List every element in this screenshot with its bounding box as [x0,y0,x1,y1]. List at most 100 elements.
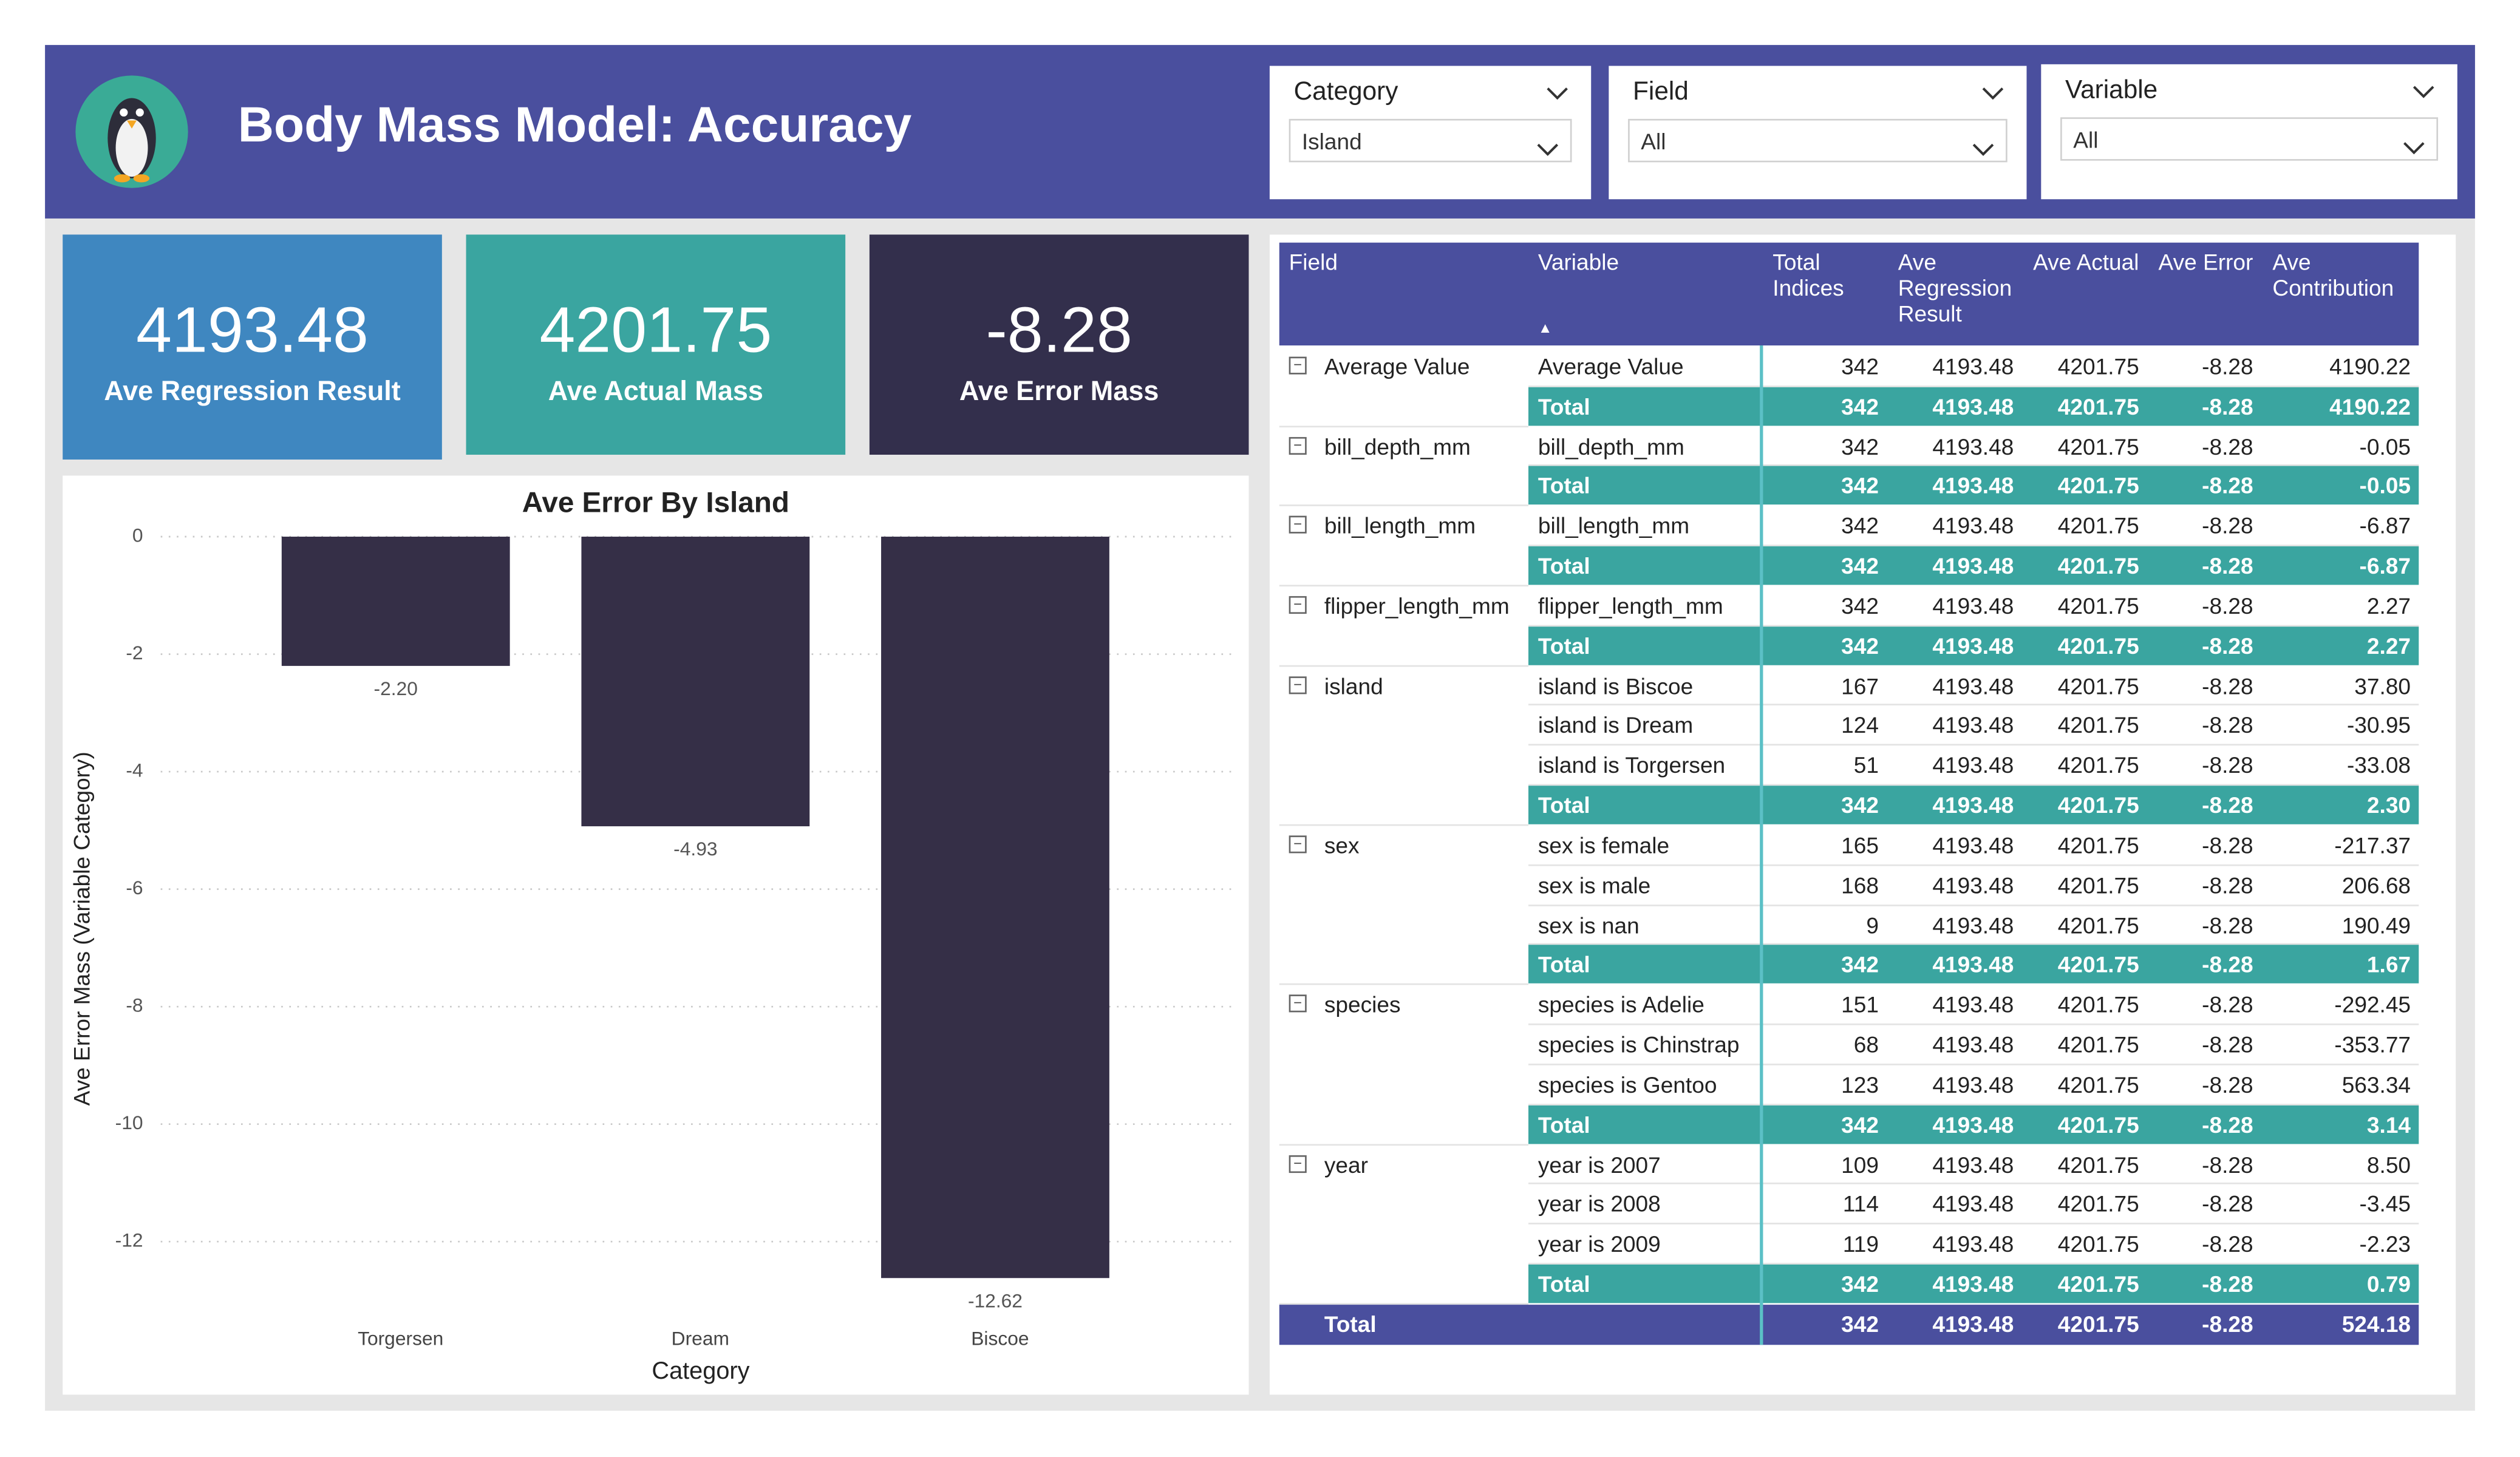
value-cell: 4201.75 [2057,872,2139,898]
value-cell: 4193.48 [1932,952,2014,978]
column-header[interactable]: Field [1289,249,1338,275]
expand-icon[interactable]: − [1289,676,1307,694]
field-cell: bill_length_mm [1324,513,1476,539]
value-cell: -8.28 [2202,1151,2253,1177]
chart: Ave Error By Island Category Ave Error Mas… [69,487,1238,1384]
value-cell: 4193.48 [1932,752,2014,778]
total-row-bg [1528,466,2419,505]
value-cell: 342 [1841,513,1879,539]
value-cell: 4193.48 [1932,1072,2014,1098]
variable-cell: sex is male [1538,872,1651,898]
value-cell: -8.28 [2202,872,2253,898]
total-row-bg [1528,546,2419,585]
total-row-bg [1528,945,2419,984]
value-cell: 342 [1841,1271,1879,1297]
value-cell: 4201.75 [2057,952,2139,978]
chevron [1546,80,1568,109]
column-header[interactable]: Ave Actual [2033,249,2139,275]
value-cell: 4201.75 [2057,1151,2139,1177]
grand-total-cell: 4193.48 [1932,1311,2014,1337]
value-cell: 4193.48 [1932,792,2014,818]
value-cell: -8.28 [2202,513,2253,539]
y-axis-title: Ave Error Mass (Variable Category) [69,752,94,1105]
column-header[interactable]: Ave Error [2158,249,2253,275]
value-cell: 4193.48 [1932,912,2014,938]
value-cell: -8.28 [2202,952,2253,978]
row-divider [1528,904,2419,906]
table-panel: Field Variable Total Indices Ave Regression… [1269,234,2456,1395]
variable-cell: Total [1538,473,1590,499]
row-divider [1528,744,2419,746]
value-cell: 3.14 [2366,1111,2411,1138]
value-cell: -8.28 [2202,1031,2253,1058]
column-header[interactable]: Total Indices [1773,249,1844,301]
expand-icon[interactable]: − [1289,516,1307,534]
field-cell: island [1324,672,1383,699]
kpi-value: 4201.75 [539,295,772,367]
variable-cell: Average Value [1538,353,1684,379]
total-row-bg [1528,626,2419,665]
group-divider [1279,585,1529,586]
row-divider [1528,784,2419,786]
row-divider [1528,385,2419,387]
value-cell: 4201.75 [2057,513,2139,539]
value-cell: 4201.75 [2057,353,2139,379]
field-cell: species [1324,991,1401,1018]
expand-icon[interactable]: − [1289,356,1307,375]
grand-total-bg [1279,1304,2419,1345]
value-cell: 4190.22 [2329,353,2411,379]
value-cell: 124 [1841,712,1879,739]
expand-icon[interactable]: − [1289,596,1307,614]
expand-icon[interactable]: − [1289,995,1307,1013]
field-cell: year [1324,1151,1368,1177]
chevron [1536,137,1559,166]
grand-total-cell: -8.28 [2202,1311,2253,1337]
grand-total-cell: 342 [1841,1311,1879,1337]
value-cell: -8.28 [2202,593,2253,619]
column-header[interactable]: Ave Regression Result [1898,249,2012,327]
y-tick-label: -10 [115,1112,143,1133]
value-cell: 165 [1841,832,1879,858]
column-header[interactable]: Ave Contribution [2272,249,2394,301]
value-cell: 4193.48 [1932,832,2014,858]
value-cell: 68 [1853,1031,1879,1058]
value-cell: -0.05 [2359,473,2411,499]
value-cell: 51 [1853,752,1879,778]
column-header[interactable]: Variable [1538,249,1619,275]
total-row-bg [1528,786,2419,824]
value-cell: -8.28 [2202,792,2253,818]
value-cell: 167 [1841,672,1879,699]
group-divider [1279,425,1529,427]
group-divider [1279,824,1529,826]
variable-cell: year is 2008 [1538,1191,1661,1217]
data-label: -2.20 [374,678,418,699]
x-tick-label: Biscoe [971,1328,1029,1350]
filter-dropdown[interactable]: All [1628,118,2007,163]
value-cell: 4193.48 [1932,633,2014,659]
value-cell: 4201.75 [2057,752,2139,778]
field-cell: sex [1324,832,1360,858]
value-cell: 4201.75 [2057,912,2139,938]
filter-dropdown[interactable]: All [2060,117,2439,161]
value-cell: 4193.48 [1932,672,2014,699]
value-cell: 119 [1842,1231,1879,1257]
value-cell: 0.79 [2366,1271,2411,1297]
filter-dropdown[interactable]: Island [1289,118,1572,163]
grand-total-cell: 524.18 [2341,1311,2411,1337]
field-cell: Average Value [1324,353,1470,379]
matrix-table: Field Variable Total Indices Ave Regression… [1270,234,2456,1394]
filter-label: Category [1293,78,1398,106]
variable-cell: island is Dream [1538,712,1694,739]
variable-cell: Total [1538,552,1590,579]
value-cell: 4201.75 [2057,393,2139,419]
value-cell: 4193.48 [1932,1151,2014,1177]
expand-icon[interactable]: − [1289,1154,1307,1173]
expand-icon[interactable]: − [1289,835,1307,854]
sort-arrow: ▲ [1538,319,1553,336]
chevron [2403,135,2425,164]
total-row-bg [1528,1265,2419,1303]
expand-icon[interactable]: − [1289,436,1307,455]
y-tick-label: -8 [126,994,143,1016]
group-divider [1279,1303,1529,1305]
